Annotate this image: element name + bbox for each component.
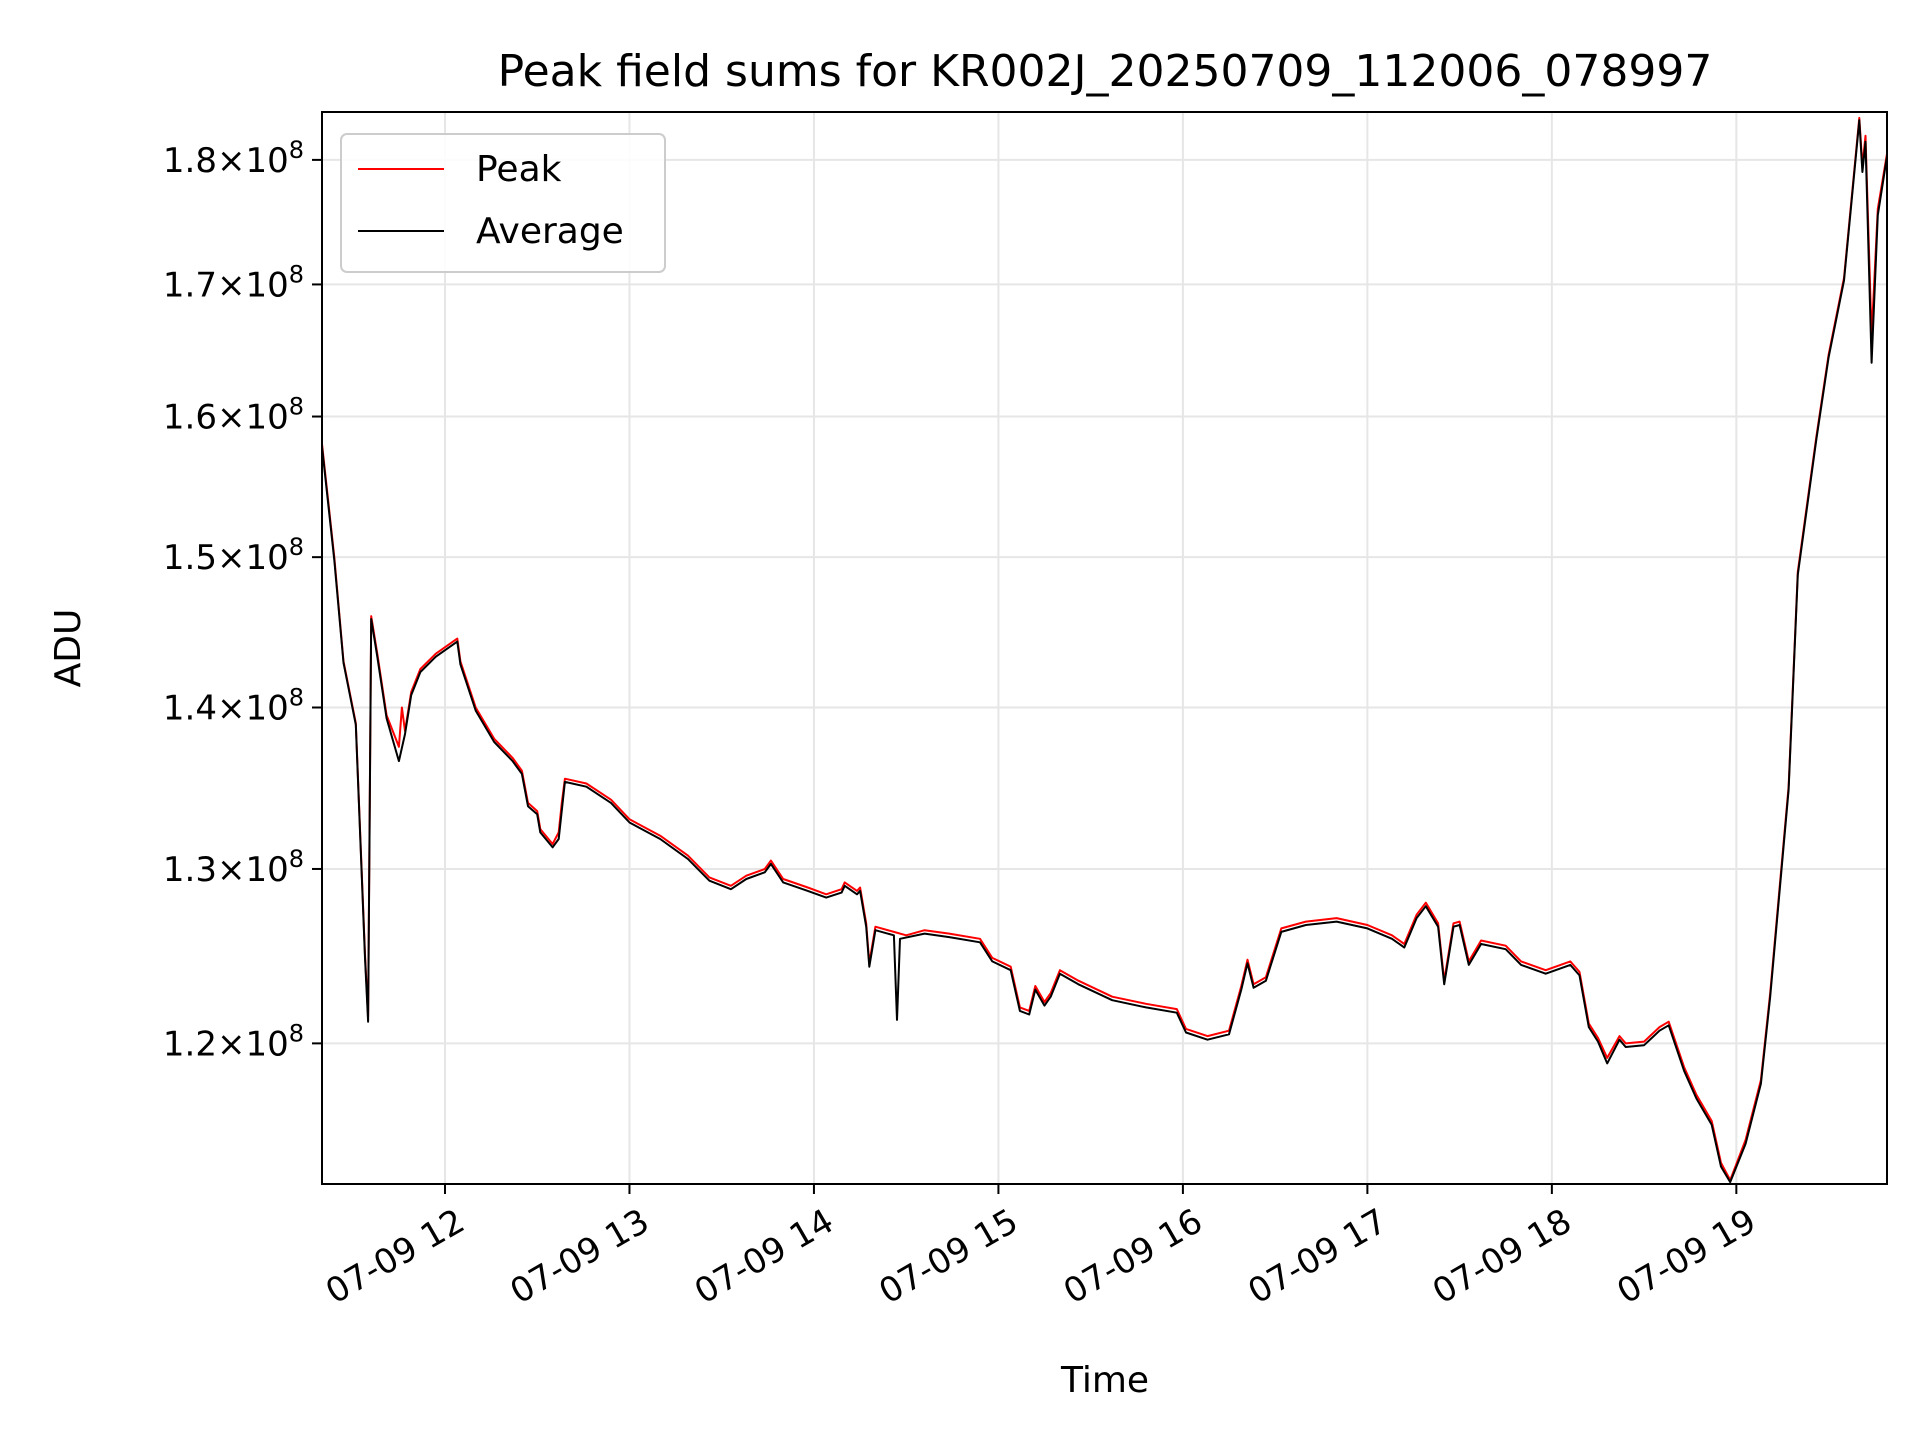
plot-area	[322, 112, 1887, 1184]
y-tick-label: 1.6×108	[163, 393, 304, 438]
series-line-average	[321, 119, 1888, 1184]
y-tick-label: 1.8×108	[163, 136, 304, 181]
y-tick-label: 1.7×108	[163, 260, 304, 305]
y-tick-label: 1.5×108	[163, 533, 304, 578]
y-tick-label: 1.4×108	[163, 683, 304, 728]
y-tick-label: 1.3×108	[163, 845, 304, 890]
x-axis-label: Time	[1060, 1360, 1149, 1401]
series-layer	[321, 116, 1888, 1184]
y-axis-label: ADU	[48, 609, 89, 688]
plot-frame	[321, 111, 1888, 1185]
legend-peak-label: Peak	[476, 149, 562, 190]
series-line-peak	[321, 116, 1888, 1182]
y-tick-label: 1.2×108	[163, 1019, 304, 1064]
legend-average-label: Average	[476, 211, 624, 252]
y-axis: 1.2×108 1.3×108 1.4×108 1.5×108 1.6×108 1.7×1…	[163, 136, 322, 1064]
legend: Peak Average	[340, 133, 666, 273]
grid	[322, 112, 1887, 1184]
chart-title: Peak field sums for KR002J_20250709_1120…	[498, 46, 1713, 97]
